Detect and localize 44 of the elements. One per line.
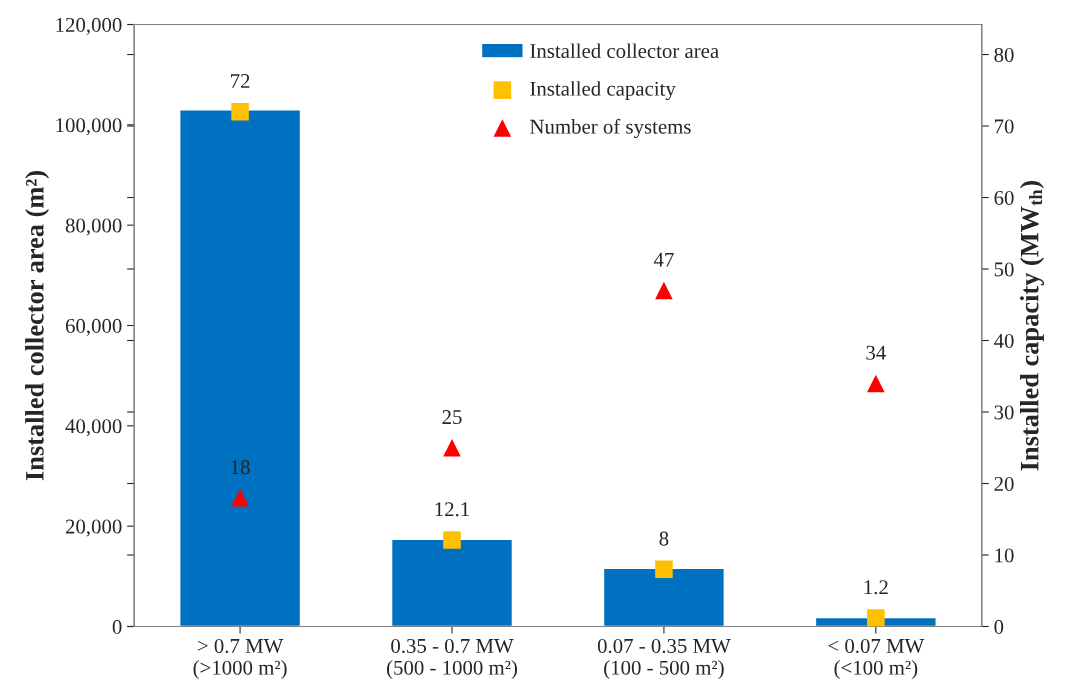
point [443, 531, 461, 549]
legend-label: Number of systems [530, 118, 691, 139]
y2-tick-label: 80 [994, 47, 1014, 62]
bar [602, 567, 726, 627]
y2-tick-label: 10 [995, 548, 1014, 563]
y-tick-label: 0 [112, 619, 122, 634]
point [867, 609, 885, 627]
x-tick-label: > 0.7 MW (>1000 m²) [193, 638, 287, 679]
y-tick-label: 40,000 [65, 419, 122, 437]
y2-axis-title: Installed capacity (MW$_{th}$) [1019, 181, 1044, 471]
x-tick-label: 0.07 - 0.35 MW (100 - 500 m²) [597, 638, 731, 679]
data-label: 1.2 [864, 580, 888, 595]
y2-tick-label: 0 [994, 619, 1004, 634]
data-label: 25 [442, 410, 462, 425]
legend-label: Installed capacity [530, 81, 676, 101]
data-label: 18 [231, 460, 250, 475]
y-tick-label: 20,000 [65, 519, 122, 537]
y-tick-label: 100,000 [56, 118, 122, 136]
point [231, 102, 249, 121]
point [655, 560, 673, 579]
bar [390, 538, 514, 627]
data-label: 8 [659, 531, 669, 546]
data-label: 47 [653, 252, 674, 267]
y-axis-title: Installed collector area (m²) [25, 171, 50, 481]
point [655, 281, 673, 300]
data-label: 72 [231, 74, 250, 88]
y2-tick-label: 50 [994, 262, 1014, 277]
data-label: 34 [866, 345, 886, 360]
y-tick-label: 60,000 [65, 318, 122, 336]
bar [178, 109, 302, 627]
y2-tick-label: 30 [994, 405, 1014, 420]
y2-tick-label: 40 [994, 333, 1014, 348]
y2-tick-label: 70 [994, 119, 1014, 134]
x-tick-label: < 0.07 MW (<100 m²) [828, 638, 925, 679]
y2-tick-label: 60 [994, 190, 1014, 205]
legend-label: Installed collector area [530, 43, 719, 59]
y-tick-label: 120,000 [56, 17, 122, 35]
y-tick-label: 80,000 [65, 218, 122, 236]
x-tick-label: 0.35 - 0.7 MW (500 - 1000 m²) [387, 638, 517, 679]
point [443, 438, 461, 457]
y2-tick-label: 20 [994, 476, 1014, 491]
point [867, 374, 885, 393]
data-label: 12.1 [435, 502, 469, 517]
point [231, 489, 249, 507]
